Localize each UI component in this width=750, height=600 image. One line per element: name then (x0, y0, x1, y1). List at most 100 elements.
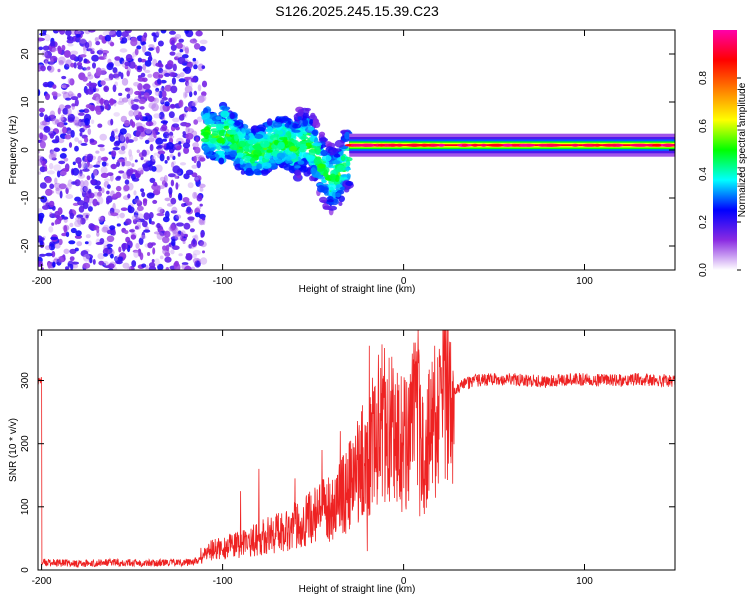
spectrogram-onset-blob (317, 184, 325, 193)
spectrogram-onset-blob (298, 146, 307, 153)
spectrogram-noise-blob (184, 76, 192, 80)
spectrogram-noise-blob (164, 197, 171, 202)
spectrogram-noise-blob (112, 73, 120, 79)
spectrogram-noise-blob (108, 30, 116, 36)
spectrogram-noise-blob (193, 90, 197, 96)
spectrogram-noise-blob (45, 189, 53, 195)
spectrogram-noise-blob (51, 222, 55, 226)
spectrogram-onset-blob (312, 142, 323, 147)
spectrogram-onset-blob (203, 118, 213, 125)
spectrogram-noise-blob (126, 93, 131, 99)
spectrogram-noise-blob (106, 229, 113, 235)
spectrogram-noise-blob (57, 256, 65, 263)
spectrogram-noise-blob (192, 249, 201, 256)
spectrogram-noise-blob (145, 265, 149, 270)
spectrogram-onset-blob (299, 140, 307, 145)
spectrogram-noise-blob (149, 177, 156, 183)
spectrogram-noise-blob (194, 60, 199, 65)
spectrogram-noise-blob (124, 61, 130, 66)
spectrogram-tone-peak (601, 143, 617, 147)
spectrogram-noise-blob (196, 194, 203, 202)
spectrogram-noise-blob (70, 130, 75, 138)
spectrogram-noise-blob (61, 147, 68, 152)
spectrogram-noise-blob (169, 51, 176, 56)
spectrogram-noise-blob (120, 207, 128, 211)
spectrogram-noise-blob (171, 226, 179, 235)
spectrogram-noise-blob (137, 83, 143, 91)
spectrogram-noise-blob (196, 116, 203, 123)
spectrogram-noise-blob (108, 73, 114, 81)
spectrogram-tone-peak (571, 143, 580, 147)
spectrogram-noise-blob (63, 248, 70, 254)
spectrogram-noise-blob (102, 247, 110, 256)
spectrogram-noise-blob (102, 261, 109, 266)
spectrogram-noise-blob (141, 191, 146, 198)
spectrogram-noise-blob (198, 183, 206, 188)
spectrogram-noise-blob (159, 104, 168, 113)
spectrogram-noise-blob (57, 138, 65, 144)
spectrogram-noise-blob (83, 180, 89, 188)
spectrogram-noise-blob (113, 71, 122, 78)
spectrogram-tone-peak (418, 143, 432, 147)
spectrogram-noise-blob (172, 117, 180, 123)
spectrogram-noise-blob (122, 172, 128, 180)
spectrogram-noise-blob (121, 78, 129, 86)
spectrogram-noise-blob (96, 201, 100, 206)
spectrogram-noise-blob (73, 62, 77, 69)
spectrogram-noise-blob (153, 133, 157, 139)
spectrogram-noise-blob (42, 205, 50, 210)
spectrogram-noise-blob (169, 154, 174, 158)
spectrogram-noise-blob (171, 123, 180, 128)
spectrogram-noise-blob (130, 99, 134, 105)
spectrogram-noise-blob (49, 149, 54, 155)
spectrogram-noise-blob (69, 222, 74, 228)
spectrogram-noise-blob (190, 77, 196, 83)
spectrogram-noise-blob (97, 191, 102, 197)
spectrogram-noise-blob (49, 162, 54, 170)
spectrogram-noise-blob (75, 230, 82, 237)
spectrogram-noise-blob (155, 87, 160, 93)
spectrogram-onset-blob (284, 139, 289, 146)
spectrogram-tone-peak (500, 143, 513, 147)
spectrogram-onset-blob (332, 147, 337, 154)
spectrogram-noise-blob (171, 77, 176, 85)
spectrogram-noise-blob (114, 135, 120, 140)
colorbar-tick-label: 0.2 (698, 215, 709, 229)
spectrogram-noise-blob (146, 192, 155, 199)
spectrogram-noise-blob (123, 184, 130, 192)
spectrogram-noise-blob (79, 127, 85, 133)
spectrogram-onset-blob (329, 173, 337, 181)
spectrogram-onset-blob (303, 112, 309, 117)
spectrogram-noise-blob (41, 51, 48, 57)
spectrogram-noise-blob (63, 63, 70, 70)
spectrogram-noise-blob (97, 253, 105, 260)
spectrogram-noise-blob (190, 61, 197, 65)
spectrogram-onset-blob (289, 145, 298, 152)
spectrogram-tone-peak (480, 143, 487, 147)
spectrogram-noise-blob (195, 154, 202, 159)
spectrogram-noise-blob (158, 74, 164, 79)
spectrogram-onset-blob (243, 155, 252, 162)
spectrogram-noise-blob (96, 228, 100, 233)
colorbar-strip (713, 30, 737, 270)
spectrogram-noise-blob (101, 156, 109, 161)
spectrogram-noise-blob (168, 187, 173, 195)
spectrogram-noise-blob (154, 164, 163, 173)
spectrogram-y-label: Frequency (Hz) (8, 116, 19, 185)
spectrogram-noise-blob (110, 253, 114, 259)
spectrogram-noise-blob (75, 30, 82, 35)
colorbar-ticks: 0.0 0.2 0.4 0.6 0.8 (698, 71, 741, 277)
spectrogram-onset-blob (321, 154, 332, 162)
snr-panel: -200 -100 0 100 0 100 200 300 Height of straig… (8, 329, 676, 595)
spectrogram-tone-peak (487, 143, 503, 147)
spectrogram-noise-blob (109, 225, 116, 230)
spectrogram-onset-blob (344, 131, 351, 140)
spectrogram-noise-blob (83, 186, 89, 192)
spectrogram-noise-blob (44, 60, 48, 66)
spectrogram-noise-blob (117, 158, 126, 163)
spectrogram-noise-blob (177, 230, 182, 237)
spectrogram-noise-blob (88, 197, 94, 204)
spectrogram-noise-blob (94, 88, 100, 92)
spectrogram-noise-blob (50, 40, 56, 48)
x-tick-label: -200 (32, 276, 52, 287)
